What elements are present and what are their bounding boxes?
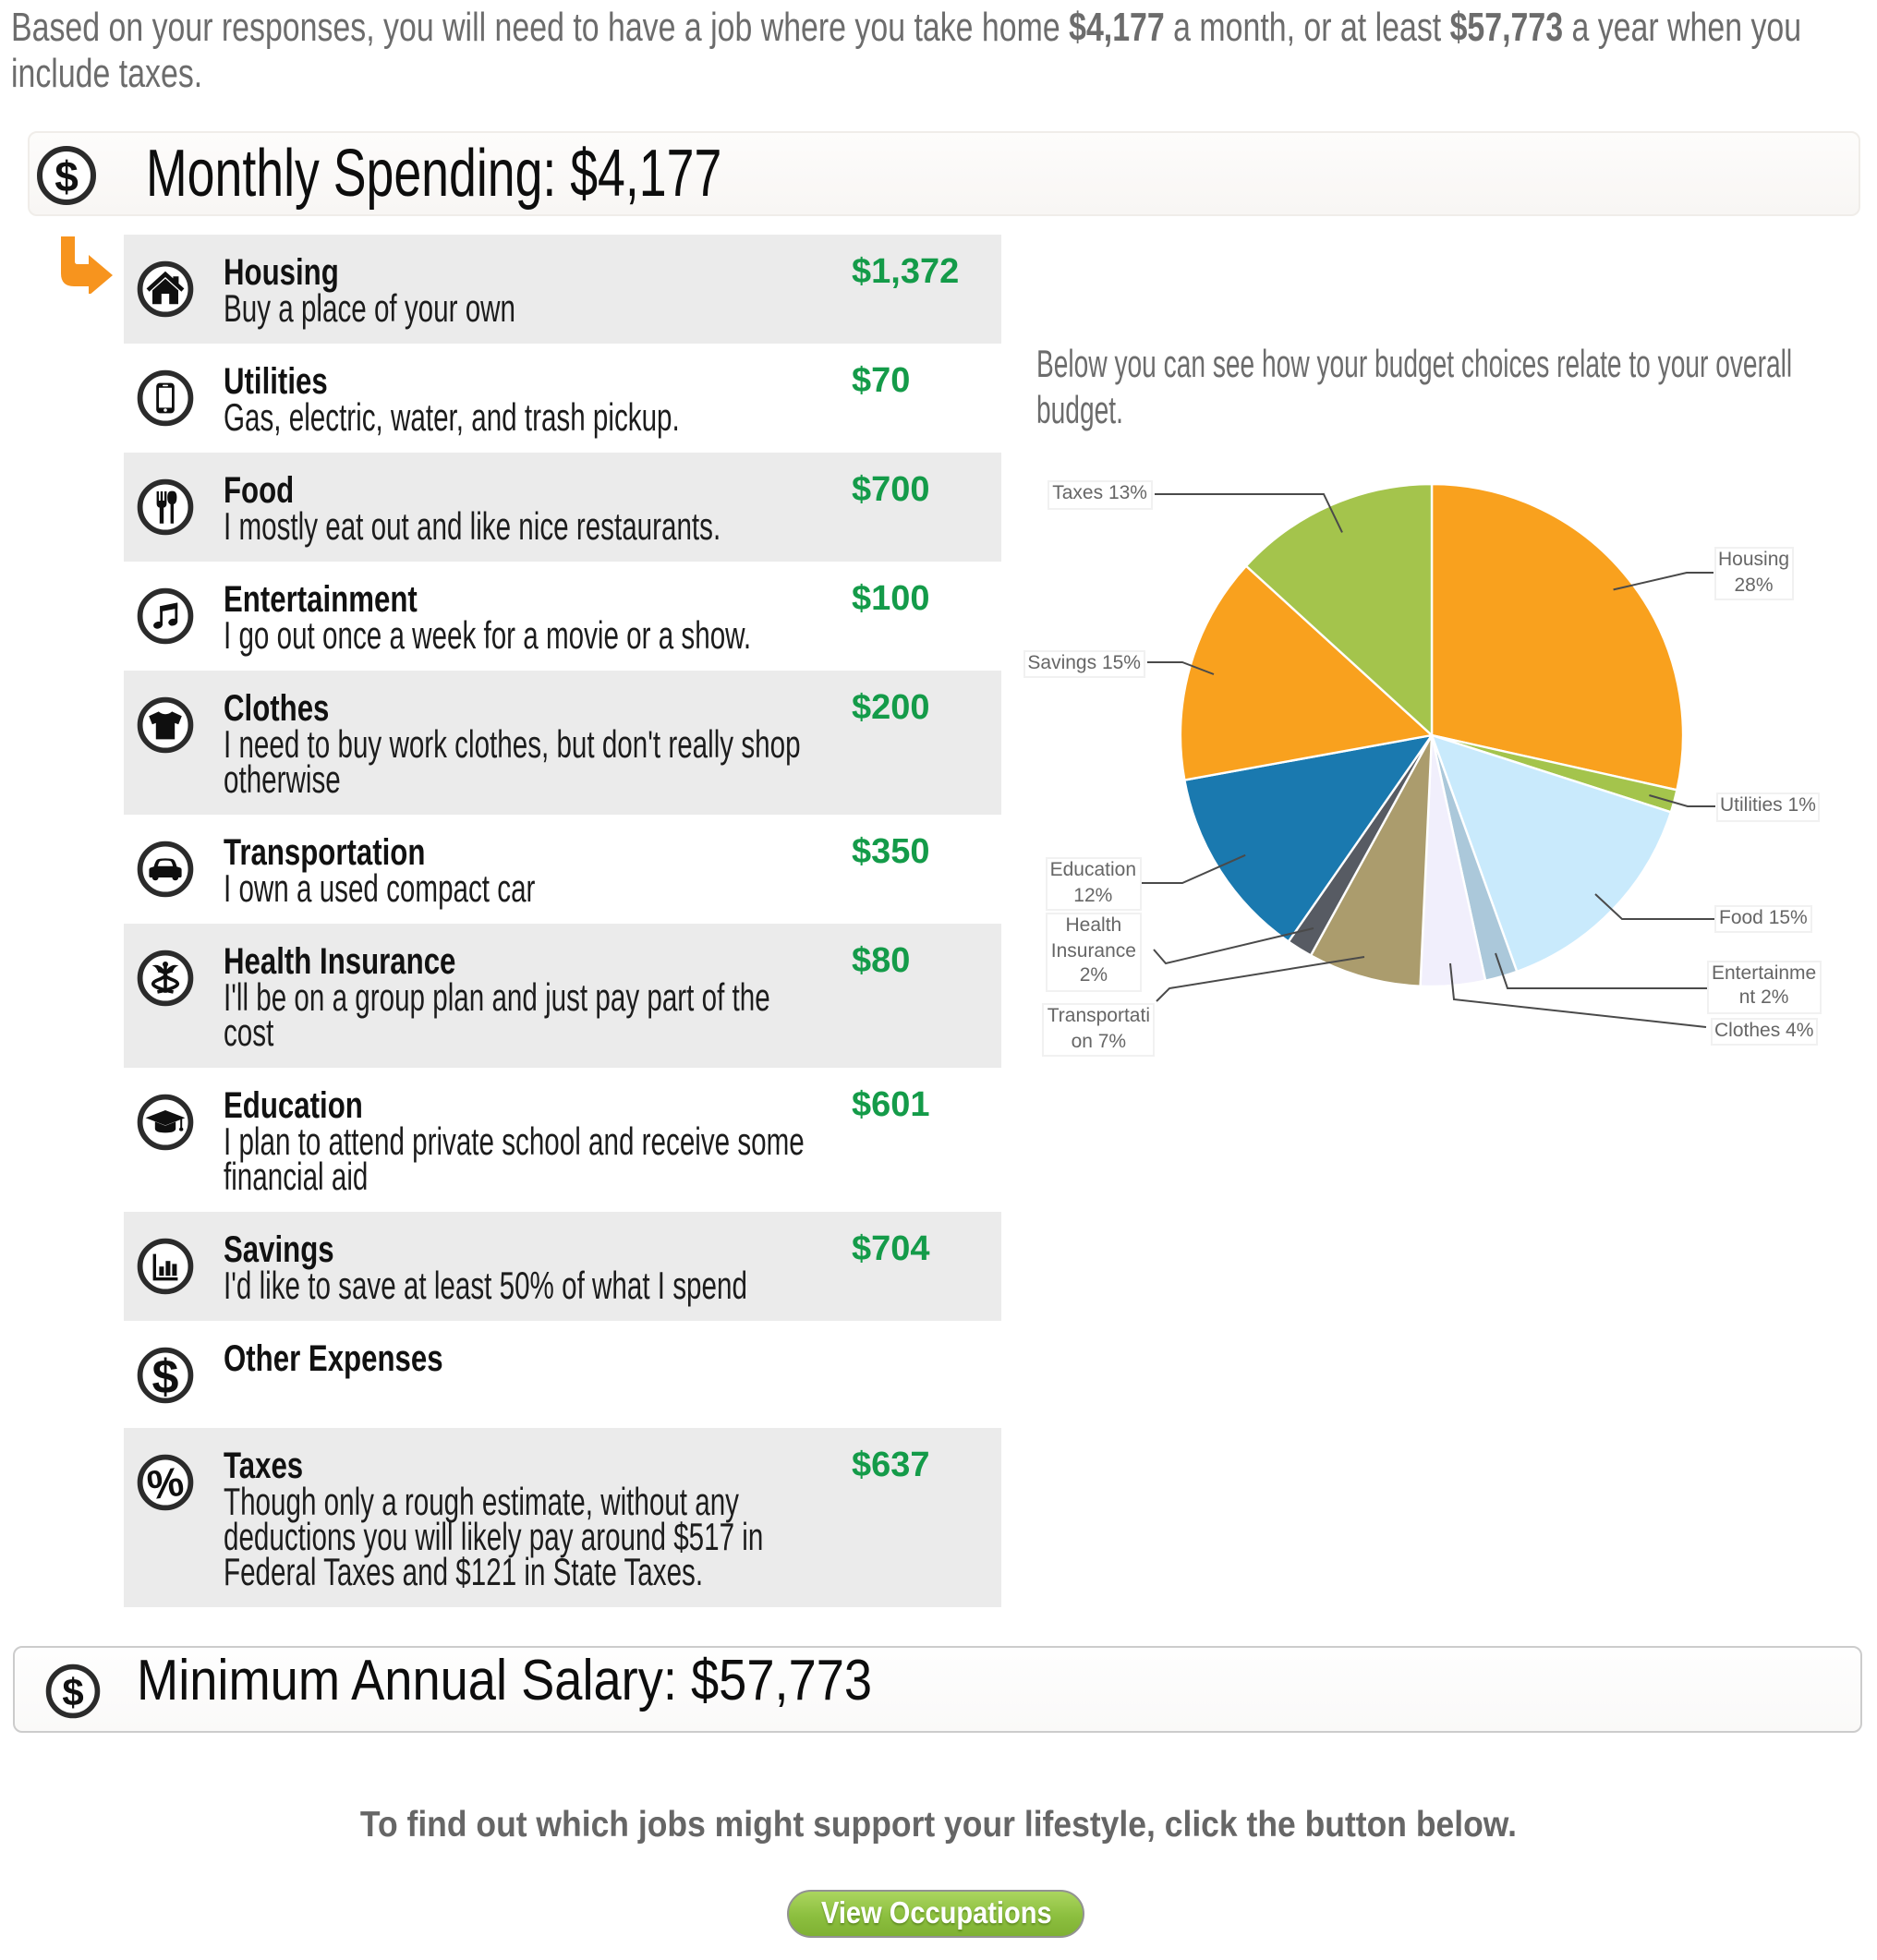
svg-text:$: $: [152, 1350, 179, 1404]
svg-text:$: $: [62, 1671, 83, 1714]
svg-text:%: %: [144, 1459, 187, 1509]
svg-text:$: $: [54, 152, 79, 200]
